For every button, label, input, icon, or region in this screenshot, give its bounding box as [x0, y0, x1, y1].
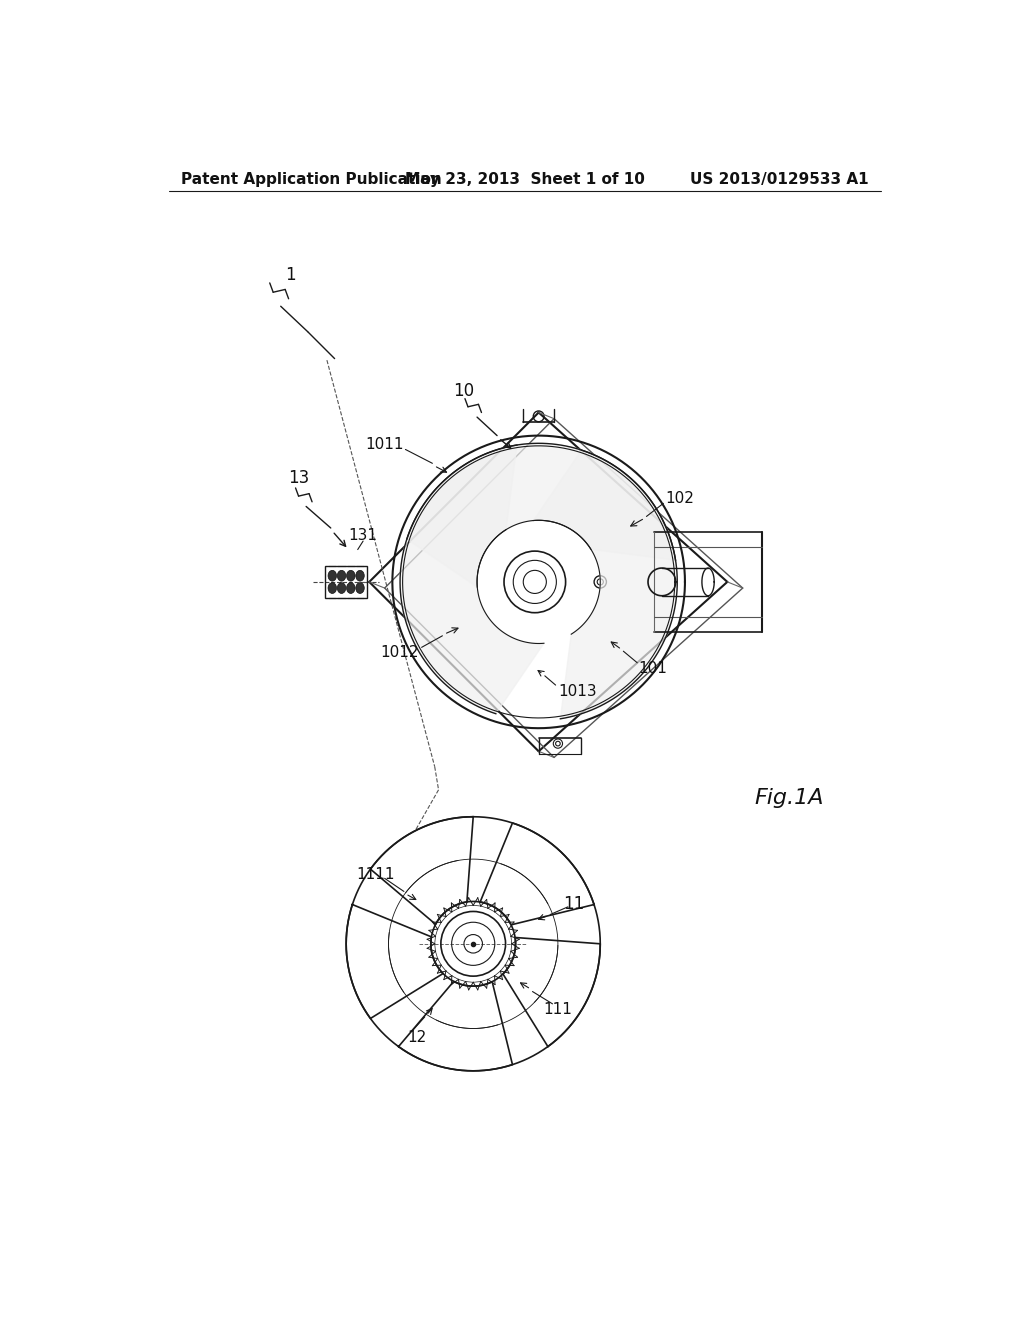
Polygon shape [346, 904, 512, 1071]
Text: Fig.1A: Fig.1A [754, 788, 823, 808]
Text: 111: 111 [544, 1002, 572, 1016]
Ellipse shape [328, 582, 337, 594]
Text: 1013: 1013 [558, 684, 597, 698]
Polygon shape [534, 450, 677, 719]
Text: 131: 131 [348, 528, 378, 544]
Text: May 23, 2013  Sheet 1 of 10: May 23, 2013 Sheet 1 of 10 [404, 172, 645, 186]
Polygon shape [400, 445, 544, 714]
Text: Patent Application Publication: Patent Application Publication [180, 172, 441, 186]
Polygon shape [398, 937, 600, 1071]
Bar [325, 566, 368, 598]
Text: 12: 12 [408, 1030, 427, 1045]
Ellipse shape [337, 582, 346, 594]
Ellipse shape [337, 570, 346, 581]
Polygon shape [371, 817, 594, 925]
Polygon shape [480, 822, 600, 1047]
Ellipse shape [346, 570, 355, 581]
Polygon shape [407, 444, 676, 587]
Text: 102: 102 [666, 491, 694, 507]
Polygon shape [346, 817, 473, 1019]
Ellipse shape [355, 582, 365, 594]
Text: 101: 101 [639, 660, 668, 676]
Ellipse shape [328, 570, 337, 581]
Text: 13: 13 [288, 469, 309, 487]
Text: 11: 11 [562, 895, 584, 912]
Text: 1: 1 [286, 267, 296, 284]
Text: US 2013/0129533 A1: US 2013/0129533 A1 [689, 172, 868, 186]
Text: 10: 10 [453, 381, 474, 400]
Text: 1111: 1111 [356, 867, 394, 882]
Text: 1011: 1011 [366, 437, 403, 453]
Ellipse shape [346, 582, 355, 594]
Ellipse shape [355, 570, 365, 581]
Text: 1012: 1012 [381, 645, 419, 660]
